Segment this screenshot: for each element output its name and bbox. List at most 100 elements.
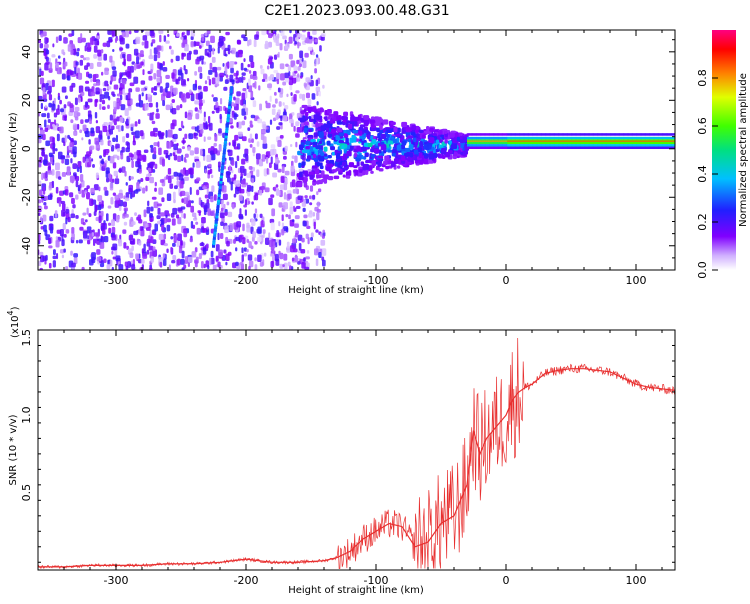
spectrogram-cell bbox=[208, 163, 212, 168]
spectrogram-cell bbox=[59, 229, 64, 237]
spectrogram-cell bbox=[480, 141, 483, 145]
spectrogram-cell bbox=[469, 139, 472, 142]
spectrogram-cell bbox=[297, 234, 303, 241]
spectrogram-cell bbox=[311, 51, 316, 56]
spectrogram-cell bbox=[582, 146, 585, 149]
spectrogram-cell bbox=[159, 75, 162, 84]
spectrogram-cell bbox=[493, 136, 496, 140]
spectrogram-cell bbox=[75, 239, 79, 244]
spectrogram-cell bbox=[621, 141, 624, 145]
spectrogram-cell bbox=[638, 141, 641, 145]
spectrogram-cell bbox=[115, 215, 120, 223]
spectrogram-cell bbox=[604, 144, 607, 147]
spectrogram-cell bbox=[191, 251, 197, 258]
spectrogram-cell bbox=[55, 162, 60, 171]
spectrogram-cell bbox=[112, 162, 117, 169]
spectrogram-cell bbox=[486, 144, 489, 147]
spectrogram-cell bbox=[615, 139, 618, 142]
spectrogram-cell bbox=[502, 141, 505, 145]
spectrogram-cell bbox=[183, 35, 187, 40]
spectrogram-cell bbox=[244, 199, 247, 206]
spectrogram-cell bbox=[160, 212, 165, 217]
spectrogram-cell bbox=[586, 139, 589, 142]
spectrogram-cell bbox=[490, 144, 493, 147]
spectrogram-cell bbox=[316, 209, 321, 213]
spectrogram-cell bbox=[172, 133, 178, 140]
spectrogram-cell bbox=[195, 221, 199, 225]
spectrogram-cell bbox=[522, 136, 526, 140]
spectrogram-cell bbox=[481, 141, 484, 145]
spectrogram-cell bbox=[474, 136, 477, 140]
spectrogram-cell bbox=[285, 43, 290, 49]
spectrogram-cell bbox=[624, 146, 627, 149]
spectrogram-cell bbox=[649, 146, 652, 149]
spectrogram-cell bbox=[651, 140, 654, 143]
spectrogram-cell bbox=[535, 136, 539, 140]
spectrogram-cell bbox=[671, 133, 674, 136]
spectrogram-cell bbox=[152, 111, 155, 115]
spectrogram-cell bbox=[486, 146, 489, 149]
spectrogram-cell bbox=[482, 133, 485, 136]
spectrogram-cell bbox=[196, 177, 201, 182]
spectrogram-cell bbox=[220, 171, 224, 176]
spectrogram-cell bbox=[386, 129, 393, 133]
spectrogram-cell bbox=[201, 216, 206, 224]
spectrogram-cell bbox=[223, 147, 227, 152]
spectrogram-cell bbox=[382, 119, 389, 125]
spectrogram-cell bbox=[264, 237, 270, 245]
spectrogram-cell bbox=[244, 90, 248, 99]
spectrogram-cell bbox=[134, 212, 137, 217]
spectrogram-cell bbox=[511, 141, 514, 145]
spectrogram-cell bbox=[568, 133, 571, 136]
spectrogram-cell bbox=[38, 260, 42, 267]
spectrogram-xtick-label: 0 bbox=[503, 274, 510, 287]
spectrogram-cell bbox=[303, 149, 310, 154]
spectrogram-cell bbox=[498, 141, 501, 145]
spectrogram-cell bbox=[529, 136, 532, 140]
spectrogram-cell bbox=[407, 138, 412, 143]
spectrogram-cell bbox=[493, 141, 496, 145]
spectrogram-cell bbox=[507, 136, 510, 140]
spectrogram-cell bbox=[202, 99, 206, 104]
spectrogram-cell bbox=[632, 133, 635, 136]
spectrogram-cell bbox=[141, 92, 144, 97]
spectrogram-cell bbox=[182, 241, 186, 246]
colorbar-label: Normalized spectral amplitude bbox=[738, 73, 749, 227]
spectrogram-cell bbox=[538, 140, 541, 143]
spectrogram-cell bbox=[101, 200, 104, 208]
spectrogram-cell bbox=[624, 136, 627, 140]
spectrogram-cell bbox=[88, 156, 92, 165]
spectrogram-cell bbox=[254, 81, 257, 89]
spectrogram-cell bbox=[602, 140, 605, 143]
spectrogram-cell bbox=[99, 103, 102, 110]
spectrogram-cell bbox=[212, 238, 216, 243]
spectrogram-cell bbox=[482, 136, 485, 140]
spectrogram-cell bbox=[564, 133, 567, 136]
spectrogram-cell bbox=[163, 35, 167, 42]
spectrogram-cell bbox=[286, 190, 292, 195]
spectrogram-cell bbox=[603, 141, 606, 145]
spectrogram-cell bbox=[43, 224, 47, 232]
spectrogram-cell bbox=[107, 104, 110, 110]
spectrogram-cell bbox=[256, 169, 260, 178]
spectrogram-cell bbox=[419, 141, 423, 147]
spectrogram-cell bbox=[143, 243, 146, 252]
spectrogram-cell bbox=[124, 213, 129, 218]
spectrogram-cell bbox=[224, 79, 229, 85]
spectrogram-cell bbox=[646, 141, 649, 145]
spectrogram-cell bbox=[289, 30, 292, 34]
spectrogram-cell bbox=[489, 140, 492, 143]
spectrogram-cell bbox=[283, 192, 287, 200]
spectrogram-cell bbox=[63, 61, 68, 67]
spectrogram-cell bbox=[597, 139, 600, 142]
spectrogram-cell bbox=[140, 87, 146, 92]
spectrogram-cell bbox=[82, 57, 86, 61]
spectrogram-cell bbox=[104, 190, 109, 196]
spectrogram-cell bbox=[624, 140, 627, 143]
spectrogram-cell bbox=[607, 136, 610, 140]
spectrogram-cell bbox=[41, 70, 44, 77]
spectrogram-ytick-label: 20 bbox=[20, 93, 33, 107]
spectrogram-cell bbox=[180, 258, 185, 265]
spectrogram-cell bbox=[127, 261, 131, 268]
